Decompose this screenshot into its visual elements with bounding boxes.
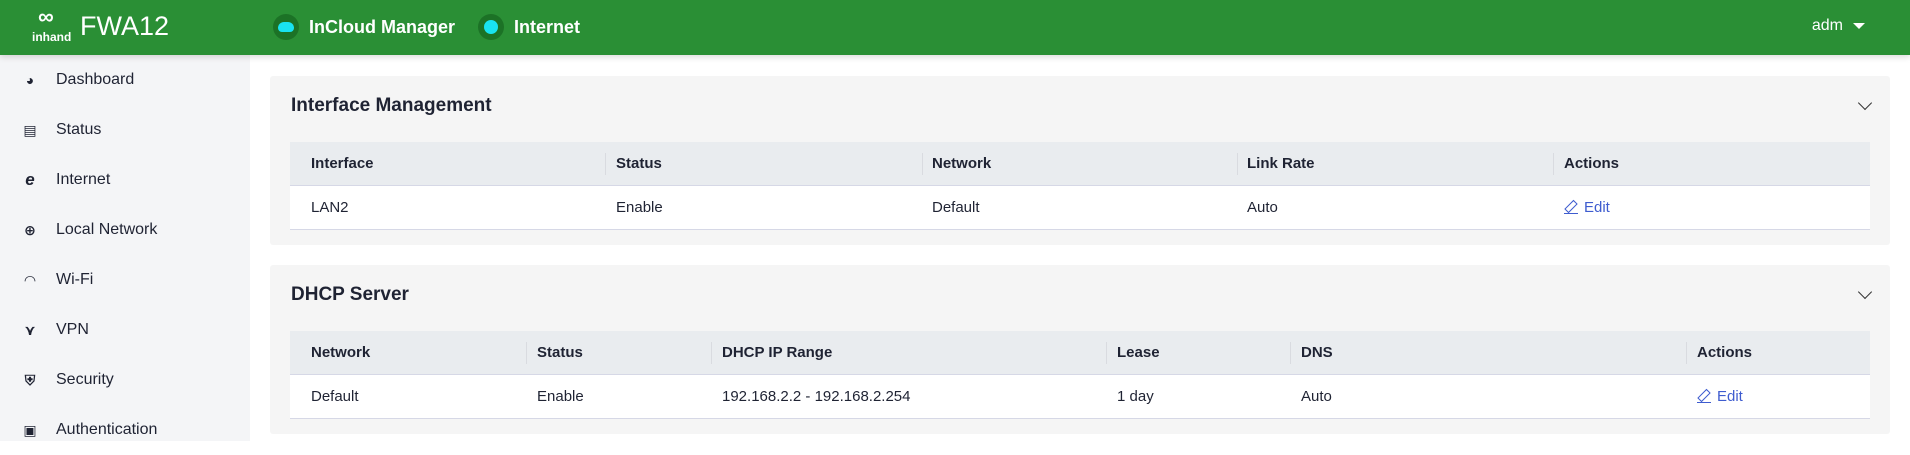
cell: 192.168.2.2 - 192.168.2.254 [722, 388, 911, 405]
user-menu[interactable]: adm [1812, 17, 1865, 35]
inhand-logo: ∞ inhand [32, 4, 72, 45]
cell: 1 day [1117, 388, 1154, 405]
interface-management-panel: Interface Management Interface Status Ne… [270, 76, 1890, 245]
interface-table: Interface Status Network Link Rate Actio… [290, 142, 1870, 230]
sidebar-item-dashboard[interactable]: ◕ Dashboard [0, 55, 250, 105]
edit-icon [1697, 389, 1711, 403]
label: Wi-Fi [56, 271, 94, 288]
table-row: Default Enable 192.168.2.2 - 192.168.2.2… [290, 375, 1870, 419]
column-header: Status [616, 155, 662, 172]
edit-label: Edit [1584, 199, 1610, 216]
edit-icon [1564, 200, 1578, 214]
column-header: Actions [1564, 155, 1620, 172]
sidebar-item-security[interactable]: ⛨ Security [0, 355, 250, 405]
column-header: Interface [311, 155, 374, 172]
incloud-status[interactable]: InCloud Manager [273, 14, 455, 40]
label: Status [56, 121, 102, 138]
sidebar-item-status[interactable]: ▤ Status [0, 105, 250, 155]
top-bar: ∞ inhand FWA12 InCloud Manager Internet a… [0, 0, 1910, 55]
sidebar-item-local-network[interactable]: ⊕ Local Network [0, 205, 250, 255]
caret-down-icon [1853, 22, 1865, 29]
label: Security [56, 371, 114, 388]
column-header: DNS [1301, 344, 1333, 361]
dashboard-icon: ◕ [25, 72, 35, 88]
edit-button[interactable]: Edit [1564, 186, 1610, 230]
status-dot-icon [478, 14, 504, 40]
globe-icon: ⊕ [24, 221, 36, 238]
internet-label: Internet [514, 16, 581, 37]
panel-title: Interface Management [291, 95, 492, 116]
sidebar-item-vpn[interactable]: ⋎ VPN [0, 305, 250, 355]
sidebar-item-internet[interactable]: e Internet [0, 155, 250, 205]
edit-button[interactable]: Edit [1697, 375, 1743, 419]
cell: LAN2 [311, 199, 349, 216]
internet-icon: e [25, 170, 35, 189]
cell: Default [932, 199, 980, 216]
sidebar-item-authentication[interactable]: ▣ Authentication [0, 405, 250, 455]
dhcp-table: Network Status DHCP IP Range Lease DNS A… [290, 331, 1870, 419]
cell: Enable [616, 199, 663, 216]
logo: ∞ inhand FWA12 [32, 4, 170, 45]
status-icon: ▤ [23, 121, 37, 138]
column-header: Network [311, 344, 371, 361]
chevron-down-icon[interactable] [1857, 95, 1873, 111]
column-header: Actions [1697, 344, 1753, 361]
table-row: LAN2 Enable Default Auto Edit [290, 186, 1870, 230]
column-header: Lease [1117, 344, 1160, 361]
label: Authentication [56, 421, 158, 438]
column-header: Link Rate [1247, 155, 1315, 172]
column-header: Status [537, 344, 583, 361]
sidebar: ◕ Dashboard ▤ Status e Internet ⊕ Local Netw… [0, 55, 250, 441]
edit-label: Edit [1717, 388, 1743, 405]
cloud-icon [273, 14, 299, 40]
label: Internet [56, 171, 111, 188]
cell: Enable [537, 388, 584, 405]
chevron-down-icon[interactable] [1857, 284, 1873, 300]
label: Local Network [56, 221, 158, 238]
cell: Auto [1247, 199, 1278, 216]
cell: Default [311, 388, 359, 405]
panel-title: DHCP Server [291, 284, 409, 305]
table-header: Network Status DHCP IP Range Lease DNS A… [290, 331, 1870, 375]
vpn-icon: ⋎ [24, 321, 36, 338]
sidebar-item-wifi[interactable]: ◠ Wi-Fi [0, 255, 250, 305]
shield-icon: ⛨ [24, 371, 36, 388]
internet-status[interactable]: Internet [478, 14, 580, 40]
cell: Auto [1301, 388, 1332, 405]
dhcp-server-panel: DHCP Server Network Status DHCP IP Range… [270, 265, 1890, 434]
wifi-icon: ◠ [24, 271, 36, 288]
label: VPN [56, 321, 89, 338]
table-header: Interface Status Network Link Rate Actio… [290, 142, 1870, 186]
authentication-icon: ▣ [23, 421, 37, 438]
incloud-label: InCloud Manager [309, 16, 456, 37]
column-header: Network [932, 155, 992, 172]
column-header: DHCP IP Range [722, 344, 833, 361]
username: adm [1811, 17, 1843, 34]
label: Dashboard [56, 71, 135, 88]
model-name: FWA12 [80, 10, 170, 41]
